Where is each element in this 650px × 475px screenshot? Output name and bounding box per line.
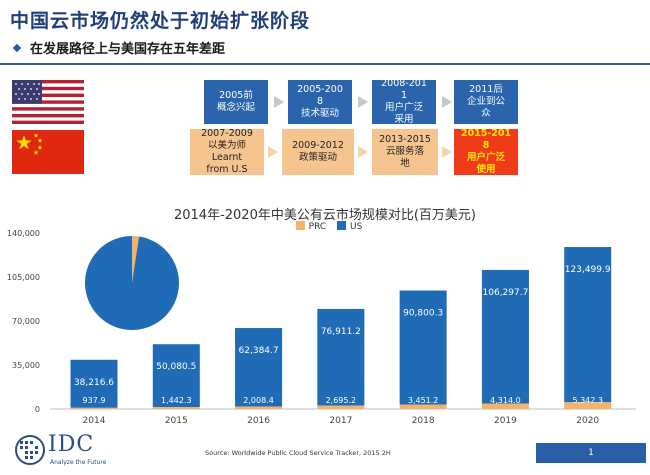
data-label-prc: 5,342.3 xyxy=(572,396,603,405)
bar-us xyxy=(564,247,612,403)
y-tick-label: 70,000 xyxy=(12,317,40,326)
idc-logo: IDC Analyze the Future xyxy=(14,432,124,466)
data-label-prc: 2,695.2 xyxy=(326,396,357,405)
bar-us xyxy=(235,328,283,407)
bar-us xyxy=(152,344,200,408)
x-tick-label: 2017 xyxy=(329,416,352,426)
x-tick-label: 2016 xyxy=(247,416,270,426)
y-tick-label: 0 xyxy=(35,405,40,414)
chart-legend: PRC US xyxy=(0,221,650,232)
page-subtitle: 在发展路径上与美国存在五年差距 xyxy=(12,38,226,57)
legend-swatch-us xyxy=(337,221,347,230)
data-label-us: 76,911.2 xyxy=(321,327,361,337)
legend-label-us: US xyxy=(350,222,363,232)
y-tick-label: 105,000 xyxy=(7,273,40,282)
arrow-right-icon xyxy=(442,96,452,108)
bar-prc xyxy=(70,407,118,409)
legend-label-prc: PRC xyxy=(308,222,327,232)
source-note: Source: Worldwide Public Cloud Service T… xyxy=(205,449,391,457)
x-tick-label: 2018 xyxy=(412,416,435,426)
bar-prc xyxy=(152,407,200,409)
pie-slice-prc xyxy=(132,236,140,283)
arrow-right-icon xyxy=(268,146,278,158)
data-label-us: 106,297.7 xyxy=(483,288,529,298)
china-flag-icon xyxy=(12,130,84,174)
bar-prc xyxy=(481,403,529,409)
arrow-right-icon xyxy=(358,96,368,108)
cn-timeline-box: 2013-2015 云服务落 地 xyxy=(372,129,438,175)
data-label-us: 38,216.6 xyxy=(74,378,114,388)
idc-logo-text: IDC xyxy=(48,432,95,457)
data-label-prc: 2,008.4 xyxy=(243,396,274,405)
bar-us xyxy=(481,269,529,404)
idc-globe-icon xyxy=(15,435,45,465)
cn-timeline-box: 2009-2012 政策驱动 xyxy=(282,129,354,175)
pie-slice-us xyxy=(84,236,179,330)
page-title: 中国云市场仍然处于初始扩张阶段 xyxy=(10,10,311,32)
subtitle-text: 在发展路径上与美国存在五年差距 xyxy=(30,42,226,57)
us-timeline-box: 2005前 概念兴起 xyxy=(204,80,268,124)
x-tick-label: 2020 xyxy=(576,416,599,426)
arrow-right-icon xyxy=(442,146,452,158)
data-label-us: 123,499.9 xyxy=(565,265,611,275)
bar-prc xyxy=(564,402,612,409)
us-flag-icon xyxy=(12,80,84,124)
x-tick-label: 2014 xyxy=(83,416,106,426)
arrow-right-icon xyxy=(358,146,368,158)
cn-timeline-box: 2007-2009 以美为师 Learnt from U.S xyxy=(190,128,264,175)
bar-us xyxy=(70,359,118,408)
arrow-right-icon xyxy=(274,96,284,108)
us-timeline-box: 2008-201 1 用户广泛 采用 xyxy=(372,78,436,125)
chart-title: 2014年-2020年中美公有云市场规模对比(百万美元) xyxy=(173,208,476,223)
y-tick-label: 140,000 xyxy=(7,229,40,238)
page-number: 1 xyxy=(536,443,646,463)
cn-timeline-box-highlight: 2015-201 8 用户广泛 使用 xyxy=(454,128,518,175)
data-label-prc: 937.9 xyxy=(83,396,106,405)
bar-prc xyxy=(235,406,283,409)
bar-prc xyxy=(399,404,447,409)
legend-swatch-prc xyxy=(295,221,305,230)
data-label-us: 90,800.3 xyxy=(403,309,443,319)
x-tick-label: 2019 xyxy=(494,416,517,426)
data-label-prc: 4,314.0 xyxy=(490,396,521,405)
bar-us xyxy=(399,290,447,405)
us-timeline-box: 2005-200 8 技术驱动 xyxy=(288,80,352,124)
bar-us xyxy=(317,308,365,406)
data-label-us: 62,384.7 xyxy=(239,346,279,356)
data-label-prc: 1,442.3 xyxy=(161,396,192,405)
data-label-us: 50,080.5 xyxy=(156,362,196,372)
idc-logo-tagline: Analyze the Future xyxy=(50,459,107,466)
header-divider xyxy=(0,63,650,65)
us-timeline-box: 2011后 企业到公 众 xyxy=(454,80,518,124)
x-tick-label: 2015 xyxy=(165,416,188,426)
data-label-prc: 3,451.2 xyxy=(408,396,439,405)
bar-prc xyxy=(317,405,365,409)
y-tick-label: 35,000 xyxy=(12,361,40,370)
